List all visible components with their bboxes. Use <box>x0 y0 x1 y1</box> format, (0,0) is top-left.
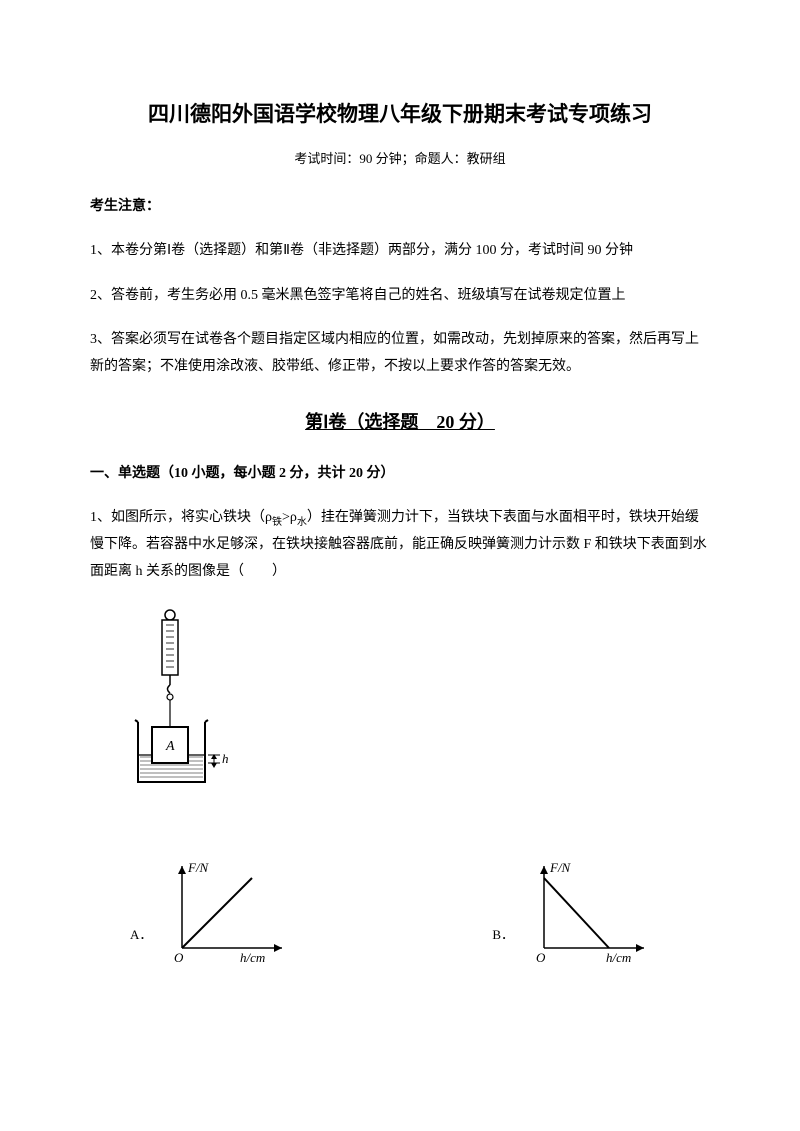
question-1: 1、如图所示，将实心铁块（ρ铁>ρ水）挂在弹簧测力计下，当铁块下表面与水面相平时… <box>90 505 710 585</box>
q1-sub2: 水 <box>297 517 307 528</box>
q1-gt: >ρ <box>282 510 297 525</box>
notice-item: 3、答案必须写在试卷各个题目指定区域内相应的位置，如需改动，先划掉原来的答案，然… <box>90 327 710 380</box>
notice-heading: 考生注意： <box>90 194 710 221</box>
subsection-title: 一、单选题（10 小题，每小题 2 分，共计 20 分） <box>90 461 710 488</box>
graph-a: F/N O h/cm <box>162 858 292 968</box>
exam-title: 四川德阳外国语学校物理八年级下册期末考试专项练习 <box>90 95 710 135</box>
spring-balance-figure: A h <box>130 607 710 818</box>
svg-text:O: O <box>174 950 184 965</box>
graph-b: F/N O h/cm <box>524 858 654 968</box>
option-b-label: B． <box>492 923 514 948</box>
svg-text:h/cm: h/cm <box>606 950 631 965</box>
section-title: 第Ⅰ卷（选择题 20 分） <box>90 405 710 439</box>
option-a: A． F/N O h/cm <box>130 858 292 968</box>
notice-item: 2、答卷前，考生务必用 0.5 毫米黑色签字笔将自己的姓名、班级填写在试卷规定位… <box>90 283 710 310</box>
q1-text: 1、如图所示，将实心铁块（ρ <box>90 510 272 525</box>
svg-text:h/cm: h/cm <box>240 950 265 965</box>
option-a-label: A． <box>130 923 152 948</box>
svg-text:O: O <box>536 950 546 965</box>
exam-subtitle: 考试时间：90 分钟；命题人：教研组 <box>90 147 710 172</box>
option-b: B． F/N O h/cm <box>492 858 654 968</box>
notice-item: 1、本卷分第Ⅰ卷（选择题）和第Ⅱ卷（非选择题）两部分，满分 100 分，考试时间… <box>90 238 710 265</box>
svg-text:A: A <box>165 739 175 754</box>
svg-text:F/N: F/N <box>187 860 210 875</box>
svg-text:F/N: F/N <box>549 860 572 875</box>
svg-text:h: h <box>222 751 229 766</box>
q1-sub1: 铁 <box>272 517 282 528</box>
options-row: A． F/N O h/cm B． F/N O h/c <box>130 858 710 968</box>
